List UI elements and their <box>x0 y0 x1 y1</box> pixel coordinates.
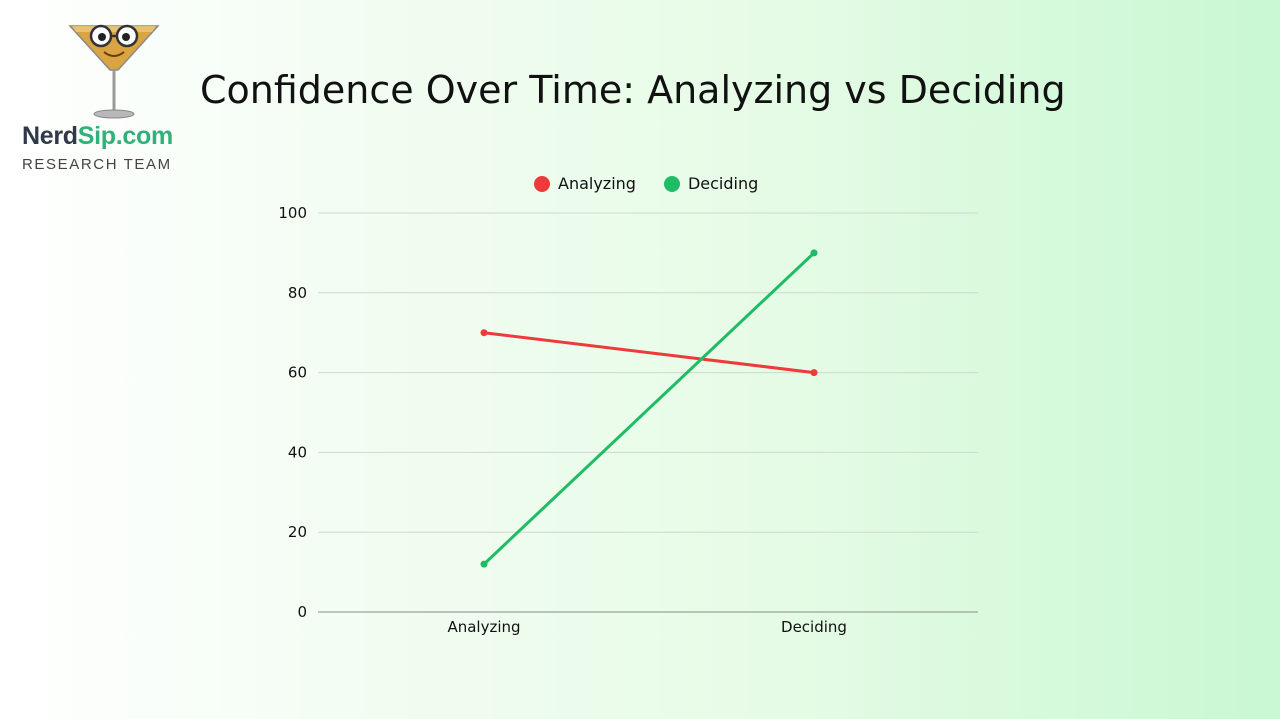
brand-logo: NerdSip.com RESEARCH TEAM <box>14 10 194 180</box>
y-tick-label: 80 <box>288 284 307 302</box>
brand-name: NerdSip.com <box>22 122 173 151</box>
y-tick-label: 0 <box>297 603 307 621</box>
martini-glass-nerd-icon <box>68 24 160 119</box>
y-tick-label: 40 <box>288 443 307 461</box>
legend-dot-deciding-icon <box>663 175 680 192</box>
y-tick-label: 20 <box>288 523 307 541</box>
y-tick-label: 100 <box>278 204 307 222</box>
x-tick-label: Deciding <box>781 618 847 636</box>
x-tick-label: Analyzing <box>447 618 520 636</box>
x-axis: Analyzing Deciding <box>447 618 847 636</box>
chart-legend: Analyzing Deciding <box>534 174 758 193</box>
legend-item-analyzing[interactable]: Analyzing <box>534 174 636 193</box>
legend-label-deciding: Deciding <box>687 174 759 193</box>
brand-subtitle: RESEARCH TEAM <box>22 156 172 173</box>
y-axis: 0 20 40 60 80 100 <box>278 204 307 621</box>
legend-dot-analyzing-icon <box>534 175 550 192</box>
brand-name-part1: Nerd <box>22 122 78 150</box>
data-point[interactable] <box>480 560 488 568</box>
chart-title: Confidence Over Time: Analyzing vs Decid… <box>200 68 1066 112</box>
legend-label-analyzing: Analyzing <box>558 174 636 193</box>
chart-gridlines <box>318 212 978 613</box>
legend-item-deciding[interactable]: Deciding <box>663 174 759 193</box>
data-point[interactable] <box>810 369 818 377</box>
chart-series <box>480 249 818 568</box>
series-line-deciding <box>482 251 816 566</box>
brand-name-part2: Sip.com <box>77 122 173 150</box>
data-point[interactable] <box>480 329 488 337</box>
series-line-analyzing <box>482 331 816 375</box>
y-tick-label: 60 <box>288 364 307 382</box>
data-point[interactable] <box>810 249 818 257</box>
